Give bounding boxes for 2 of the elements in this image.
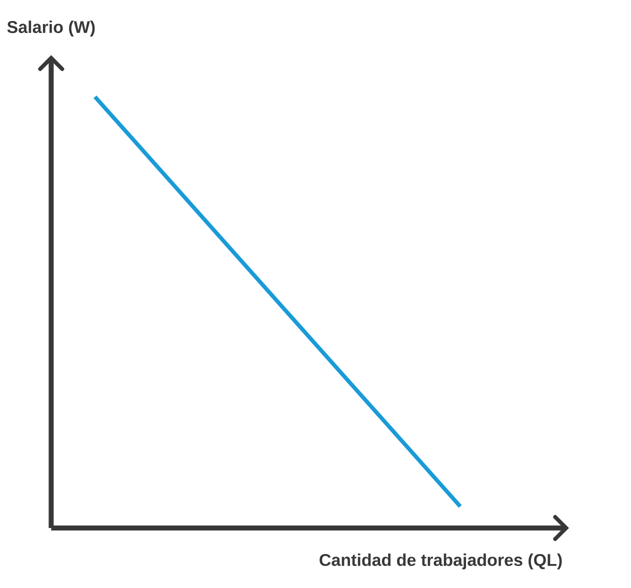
y-axis-title: Salario (W): [7, 20, 95, 36]
x-axis-title: Cantidad de trabajadores (QL): [320, 554, 562, 570]
